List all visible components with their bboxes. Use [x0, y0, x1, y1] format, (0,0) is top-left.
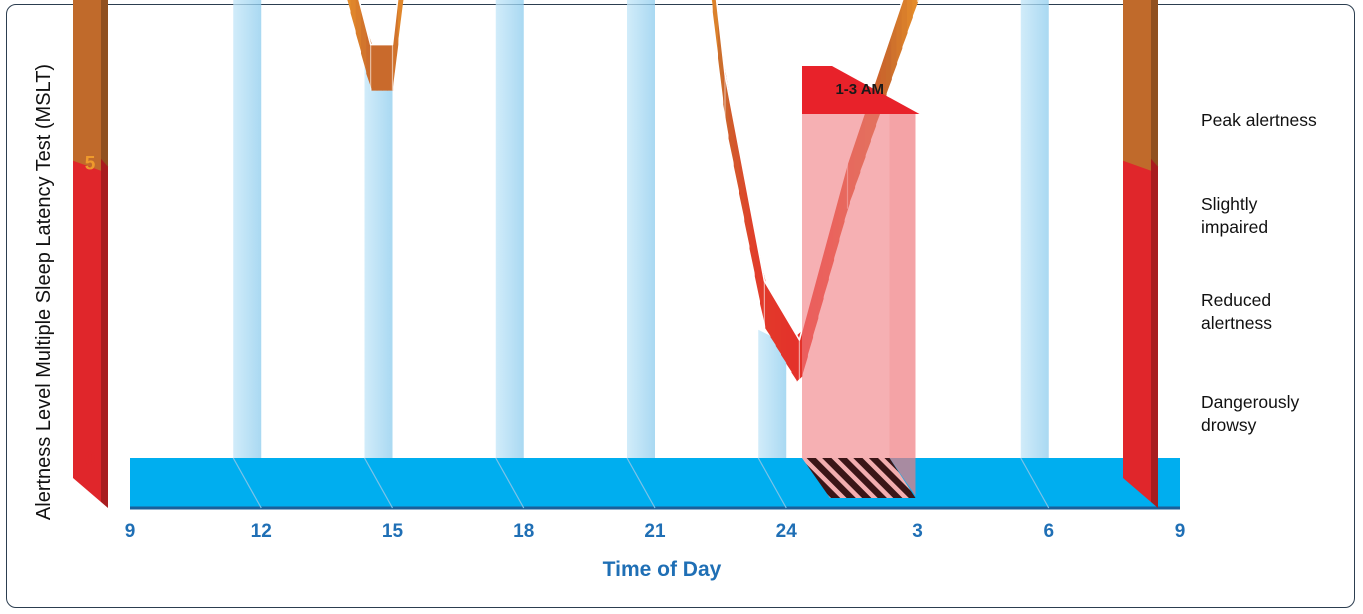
legend-label-3: Dangerously drowsy [1201, 392, 1299, 435]
column-12 [233, 0, 262, 508]
zone-bar-left-3 [73, 160, 101, 502]
column-21 [627, 0, 655, 508]
zone-bar-left-2 [73, 0, 101, 207]
x-tick-0: 9 [125, 521, 136, 542]
zone-edge-left-2 [101, 0, 108, 213]
window-side [889, 114, 916, 496]
zone-bar-right-3 [1123, 160, 1151, 502]
column-15 [364, 56, 393, 508]
legend-label-0: Peak alertness [1201, 110, 1317, 130]
x-tick-6: 3 [912, 521, 923, 542]
floor-seam-12 [232, 457, 262, 509]
window-label: 1-3 AM [835, 81, 884, 98]
column-6 [1020, 0, 1049, 508]
x-tick-1: 12 [251, 521, 272, 542]
legend-label-2: Reduced alertness [1201, 290, 1272, 333]
x-tick-4: 21 [644, 521, 666, 542]
floor-seam-18 [495, 457, 525, 509]
x-tick-3: 18 [513, 521, 534, 542]
zone-edge-left-3 [101, 158, 108, 508]
x-tick-2: 15 [382, 521, 404, 542]
column-18 [495, 0, 524, 508]
zone-bar-right-2 [1123, 0, 1151, 207]
y-tick-0: 0 [85, 449, 96, 470]
window-hatch [802, 458, 916, 498]
y-tick-1: 5 [85, 154, 96, 175]
x-tick-8: 9 [1175, 521, 1186, 542]
x-tick-7: 6 [1043, 521, 1054, 542]
floor-seam-21 [626, 457, 656, 509]
zone-edge-right-2 [1151, 0, 1158, 213]
zone-edge-right-3 [1151, 158, 1158, 508]
x-axis-title: Time of Day [603, 558, 722, 581]
floor-strip [130, 458, 1180, 508]
window-body [802, 114, 890, 458]
floor-seam-24 [757, 457, 787, 509]
window-cap [802, 66, 920, 114]
x-tick-5: 24 [776, 521, 798, 542]
legend-label-1: Slightly impaired [1201, 194, 1268, 237]
y-axis-title: Alertness Level Multiple Sleep Latency T… [33, 64, 55, 520]
floor-seam-6 [1020, 457, 1050, 509]
floor-seam-15 [363, 457, 394, 509]
